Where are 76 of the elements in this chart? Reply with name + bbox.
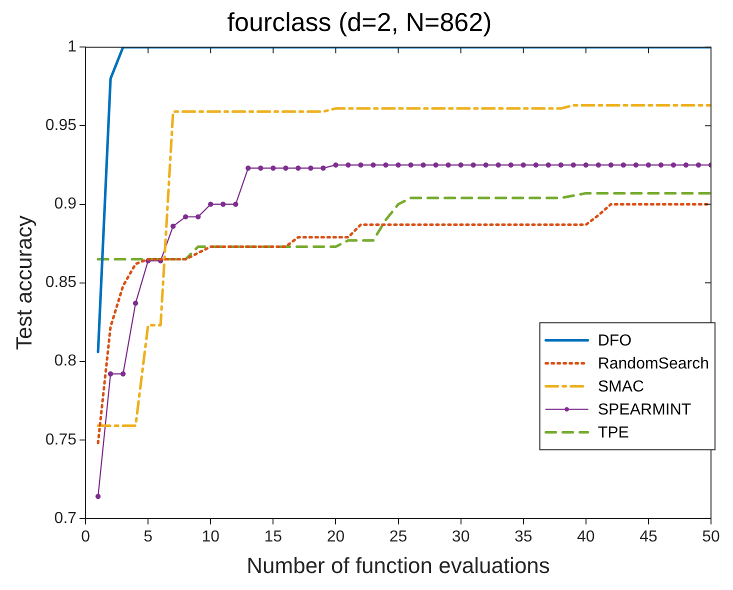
y-tick-label: 0.8 [54,352,77,370]
x-tick-label: 15 [264,528,282,546]
chart-title: fourclass (d=2, N=862) [227,6,492,37]
y-tick-label: 0.95 [45,117,77,134]
y-axis-title: Test accuracy [11,216,36,350]
x-tick-label: 40 [577,528,595,546]
point [458,162,464,168]
x-tick-label: 5 [144,528,153,546]
point [333,162,338,168]
legend-label: TPE [598,424,629,442]
point [320,166,326,171]
point [258,166,264,171]
y-tick-label: 0.7 [54,510,77,527]
point [120,371,126,376]
point [208,202,214,207]
y-tick-label: 0.85 [45,274,77,292]
point [383,162,388,168]
point [183,214,188,220]
point [420,162,426,168]
y-tick-label: 0.9 [54,196,77,213]
point [308,166,314,171]
point [270,166,276,171]
point [658,162,664,168]
legend-label: SPEARMINT [598,402,692,419]
point [220,202,226,207]
line-series [96,192,711,261]
point [520,162,526,168]
x-tick-label: 30 [452,528,470,546]
point [433,162,438,168]
line-series [96,104,711,428]
x-tick-label: 10 [202,528,220,546]
point [533,162,538,168]
point [696,162,702,168]
point [108,371,114,376]
legend-label: SMAC [598,378,644,396]
point [546,162,551,168]
x-tick-label: 0 [81,528,90,546]
point [583,162,589,168]
x-axis-title: Number of function evaluations [246,552,550,578]
x-tick-label: 50 [702,528,720,546]
point [446,162,451,168]
x-tick-label: 20 [326,528,345,546]
point [633,162,639,168]
point [132,300,138,306]
point [470,162,476,168]
point [346,162,351,168]
point [95,494,101,500]
y-tick-label: 1 [68,38,77,56]
point [620,162,626,168]
point [358,162,364,168]
y-tick-label: 0.75 [45,431,77,448]
point [246,166,251,171]
point [196,214,201,220]
x-tick-label: 25 [389,528,408,546]
x-tick-label: 35 [514,528,532,546]
point [558,162,564,168]
point [408,162,414,168]
point [570,162,576,168]
point [670,162,676,168]
point [508,162,514,168]
point [370,162,376,168]
legend-label: DFO [598,332,632,350]
point [483,162,488,168]
point [646,162,652,168]
point [596,162,602,168]
x-tick-label: 45 [640,528,658,546]
legend-label: RandomSearch [598,356,709,373]
point [496,162,501,168]
point [170,224,176,229]
point [283,166,288,171]
line-series [96,202,711,444]
point [396,162,401,168]
point [296,166,301,171]
point [608,162,614,168]
point [233,202,238,207]
point [683,162,689,168]
